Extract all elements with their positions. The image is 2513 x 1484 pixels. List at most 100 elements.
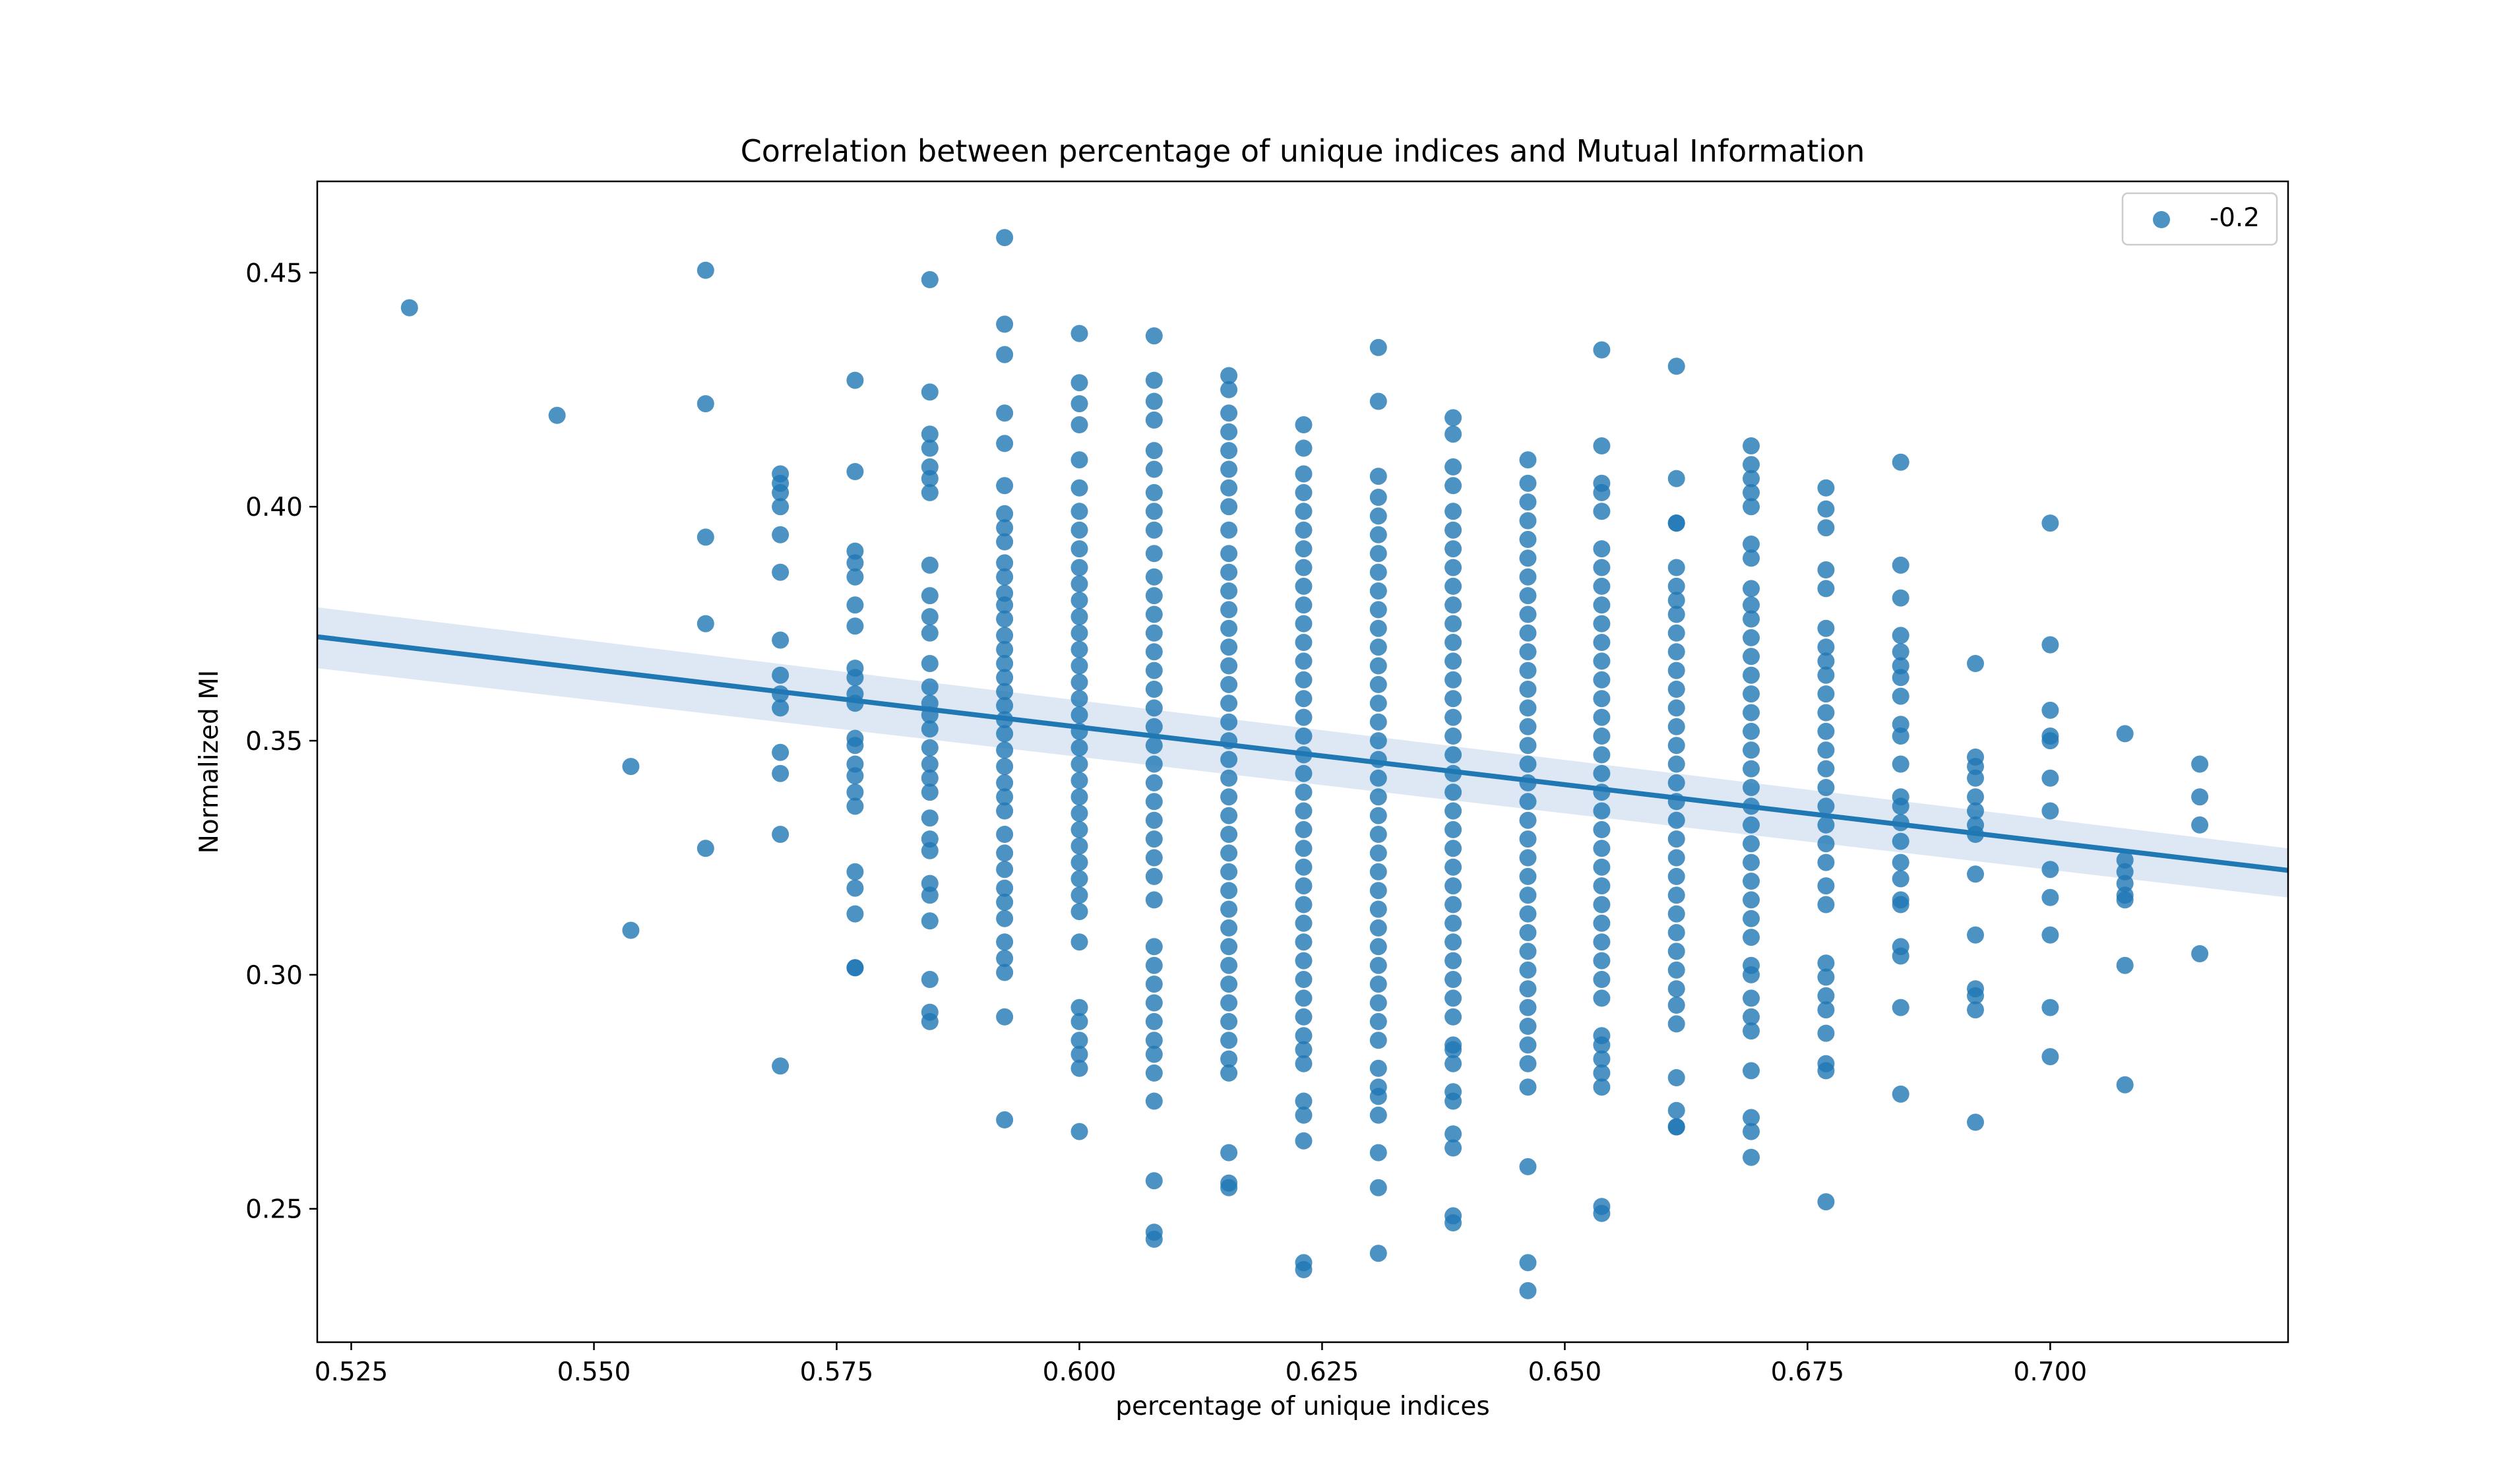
data-point [1070, 521, 1088, 539]
data-point [1444, 858, 1462, 876]
data-point [1519, 905, 1537, 923]
data-point [1817, 853, 1835, 871]
data-point [1070, 1012, 1088, 1030]
y-tick-label: 0.45 [245, 259, 303, 288]
data-point [1593, 840, 1611, 857]
data-point [1145, 755, 1163, 773]
data-point [1220, 582, 1238, 600]
data-point [1519, 849, 1537, 867]
data-point [1444, 784, 1462, 801]
data-point [996, 826, 1014, 843]
data-point [1070, 739, 1088, 757]
data-point [1220, 423, 1238, 441]
data-point [1444, 577, 1462, 595]
data-point [1145, 1064, 1163, 1082]
y-tick-label: 0.25 [245, 1195, 303, 1225]
data-point [1444, 559, 1462, 576]
data-point [846, 669, 864, 687]
data-point [921, 971, 939, 988]
data-point [1145, 545, 1163, 563]
data-point [1593, 437, 1611, 454]
data-point [1295, 971, 1313, 988]
data-point [1295, 989, 1313, 1007]
data-point [846, 905, 864, 923]
data-point [1519, 718, 1537, 735]
data-point [921, 875, 939, 892]
data-point [1892, 669, 1909, 687]
data-point [1817, 619, 1835, 637]
data-point [1892, 755, 1909, 773]
data-point [1220, 460, 1238, 478]
data-point [1967, 987, 1984, 1005]
data-point [1145, 503, 1163, 520]
data-point [1070, 903, 1088, 921]
data-point [1220, 994, 1238, 1012]
data-point [1145, 1012, 1163, 1030]
data-point [1295, 1055, 1313, 1072]
data-point [1667, 605, 1685, 623]
data-point [1145, 521, 1163, 539]
data-point [921, 784, 939, 801]
x-tick-label: 0.550 [557, 1357, 631, 1387]
data-point [1444, 1125, 1462, 1143]
y-tick-label: 0.40 [245, 493, 303, 522]
data-point [1295, 840, 1313, 857]
data-point [1220, 638, 1238, 656]
data-point [1743, 779, 1760, 796]
x-tick-label: 0.575 [800, 1357, 874, 1387]
data-point [1593, 971, 1611, 988]
data-point [1743, 929, 1760, 946]
data-point [1743, 760, 1760, 778]
data-point [1817, 652, 1835, 670]
data-point [1145, 994, 1163, 1012]
data-point [1817, 685, 1835, 703]
data-point [1667, 737, 1685, 755]
data-point [1369, 1106, 1387, 1124]
data-point [1369, 769, 1387, 787]
data-point [1369, 882, 1387, 900]
data-point [1817, 835, 1835, 853]
data-point [1817, 1193, 1835, 1211]
data-point [996, 788, 1014, 806]
data-point [1593, 596, 1611, 614]
data-point [1145, 1045, 1163, 1063]
data-point [1593, 503, 1611, 520]
data-point [846, 371, 864, 389]
data-point [1667, 643, 1685, 661]
data-point [1667, 681, 1685, 698]
data-point [1295, 503, 1313, 520]
data-point [1593, 858, 1611, 876]
data-point [1892, 657, 1909, 675]
data-point [1369, 619, 1387, 637]
data-point [1220, 826, 1238, 843]
data-point [1444, 877, 1462, 895]
data-point [846, 767, 864, 785]
data-point [1519, 755, 1537, 773]
data-point [1070, 933, 1088, 951]
data-point [1070, 416, 1088, 433]
data-point [1295, 1008, 1313, 1026]
data-point [846, 959, 864, 977]
data-point [996, 346, 1014, 363]
data-point [1295, 764, 1313, 782]
data-point [1593, 1050, 1611, 1068]
data-point [1220, 695, 1238, 712]
data-point [1743, 536, 1760, 553]
data-point [1519, 924, 1537, 941]
data-point [921, 439, 939, 457]
data-point [1220, 563, 1238, 581]
data-point [846, 463, 864, 480]
data-point [1070, 575, 1088, 593]
data-point [1817, 519, 1835, 537]
data-point [996, 229, 1014, 247]
data-point [1145, 587, 1163, 605]
data-point [1295, 577, 1313, 595]
data-point [1817, 987, 1835, 1005]
data-point [1145, 442, 1163, 460]
data-point [1220, 713, 1238, 731]
data-point [1817, 479, 1835, 497]
data-point [1593, 802, 1611, 820]
data-point [1295, 465, 1313, 483]
data-point [2041, 999, 2059, 1016]
